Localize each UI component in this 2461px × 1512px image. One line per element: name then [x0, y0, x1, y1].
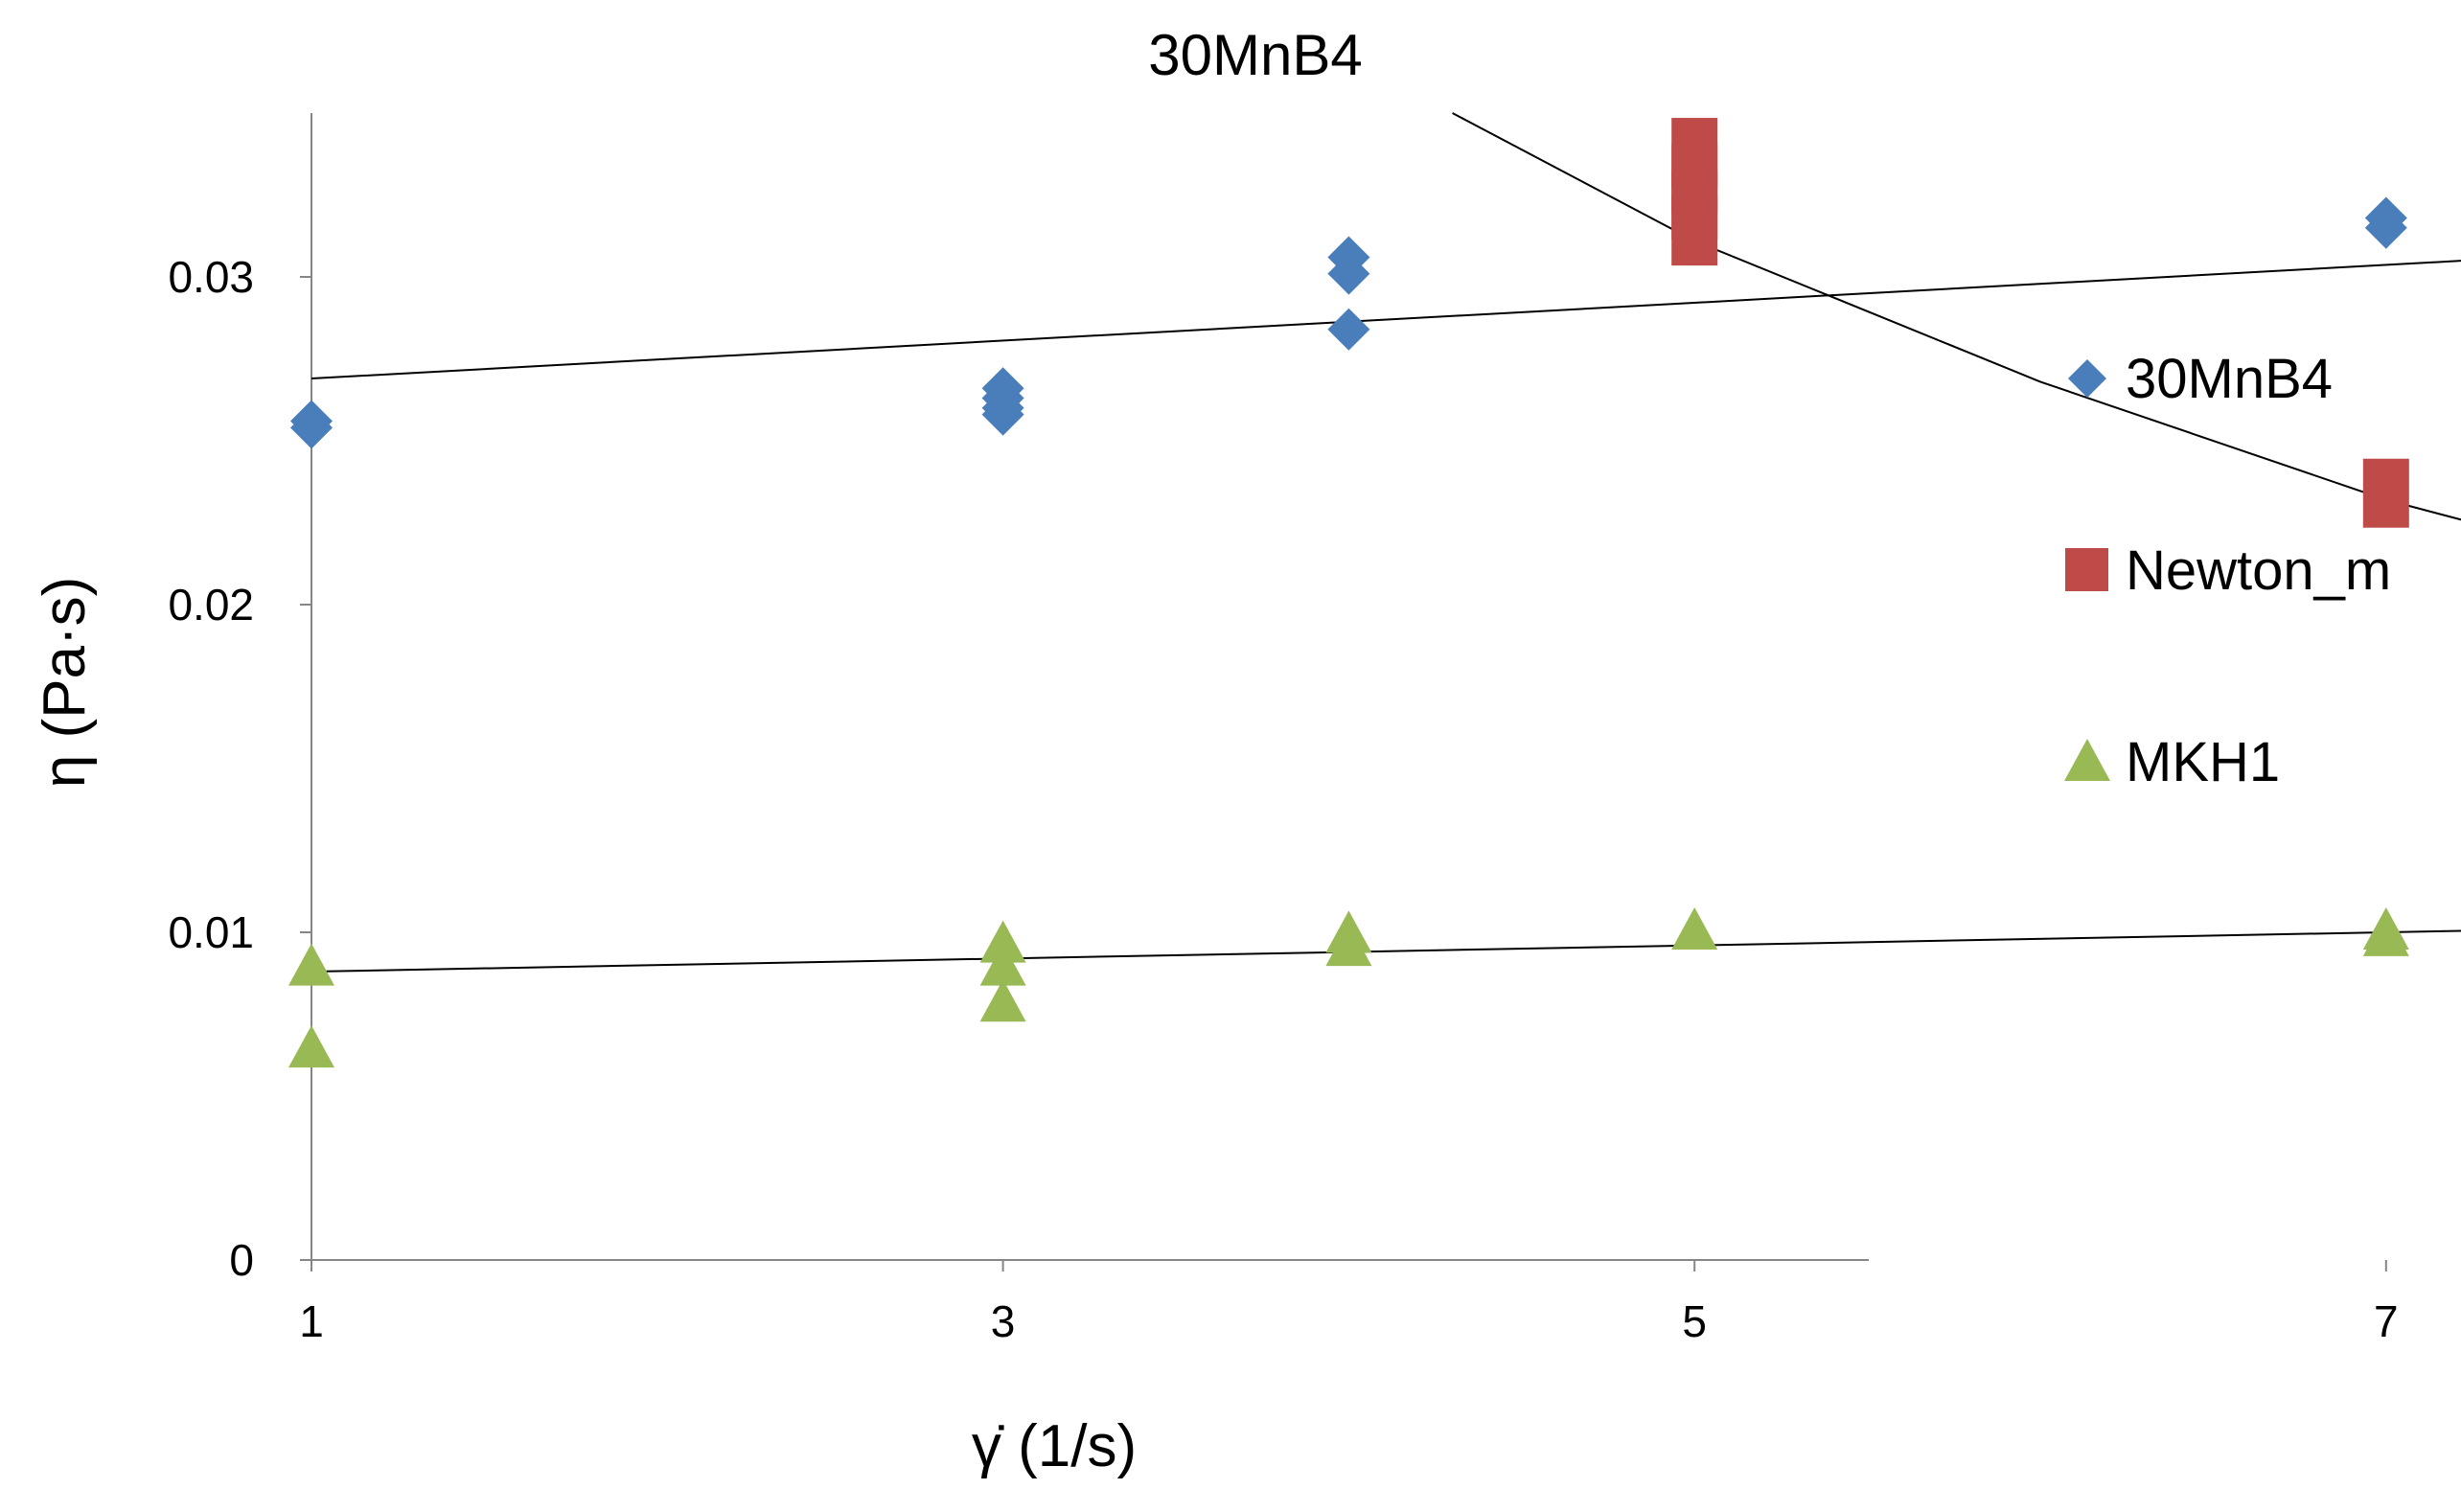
y-axis-label: η (Pa·s) — [32, 577, 98, 788]
chart-title: 30MnB4 — [1148, 23, 1362, 87]
data-point — [288, 943, 334, 986]
legend-square-icon — [2065, 548, 2108, 591]
data-point — [981, 367, 1024, 410]
legend-label: MKH1 — [2126, 731, 2280, 793]
data-point — [290, 400, 333, 443]
legend: 30MnB4 Newton_m MKH1 — [2064, 348, 2391, 793]
x-axis-label: γ̇ (1/s) — [972, 1413, 1137, 1479]
data-point — [2362, 458, 2409, 528]
legend-item: MKH1 — [2064, 731, 2280, 793]
data-point — [979, 943, 1026, 986]
legend-item: 30MnB4 — [2068, 348, 2333, 410]
data-point — [1671, 907, 1718, 950]
series-mkh1 — [288, 907, 2409, 1068]
trendline-mkh1 — [310, 929, 2461, 974]
data-point — [1327, 308, 1370, 351]
data-point — [979, 920, 1026, 963]
x-tick-label: 7 — [2374, 1296, 2399, 1346]
legend-item: Newton_m — [2065, 539, 2391, 602]
markers — [288, 118, 2409, 1068]
data-point — [1671, 118, 1718, 188]
data-point — [1327, 236, 1370, 279]
x-tick-label: 5 — [1682, 1296, 1707, 1346]
data-point — [288, 1025, 334, 1068]
y-tick-label: 0 — [229, 1235, 254, 1285]
x-tick-label: 1 — [299, 1296, 324, 1346]
legend-label: Newton_m — [2126, 539, 2391, 602]
legend-diamond-icon — [2068, 359, 2106, 398]
y-tick-label: 0.03 — [168, 252, 254, 302]
y-tick-label: 0.01 — [168, 907, 254, 957]
trendline-30mnb4 — [310, 260, 2461, 380]
data-point — [1325, 910, 1372, 953]
legend-triangle-icon — [2064, 739, 2110, 781]
series-newton-m — [1671, 118, 2409, 528]
axes — [310, 113, 1869, 1261]
y-tick-label: 0.02 — [168, 580, 254, 630]
data-point — [2364, 196, 2407, 240]
x-tick-label: 3 — [991, 1296, 1016, 1346]
data-point — [979, 979, 1026, 1022]
ticks: 1357900.010.020.03 — [168, 252, 2399, 1346]
data-point — [2362, 907, 2409, 950]
legend-label: 30MnB4 — [2126, 348, 2333, 410]
